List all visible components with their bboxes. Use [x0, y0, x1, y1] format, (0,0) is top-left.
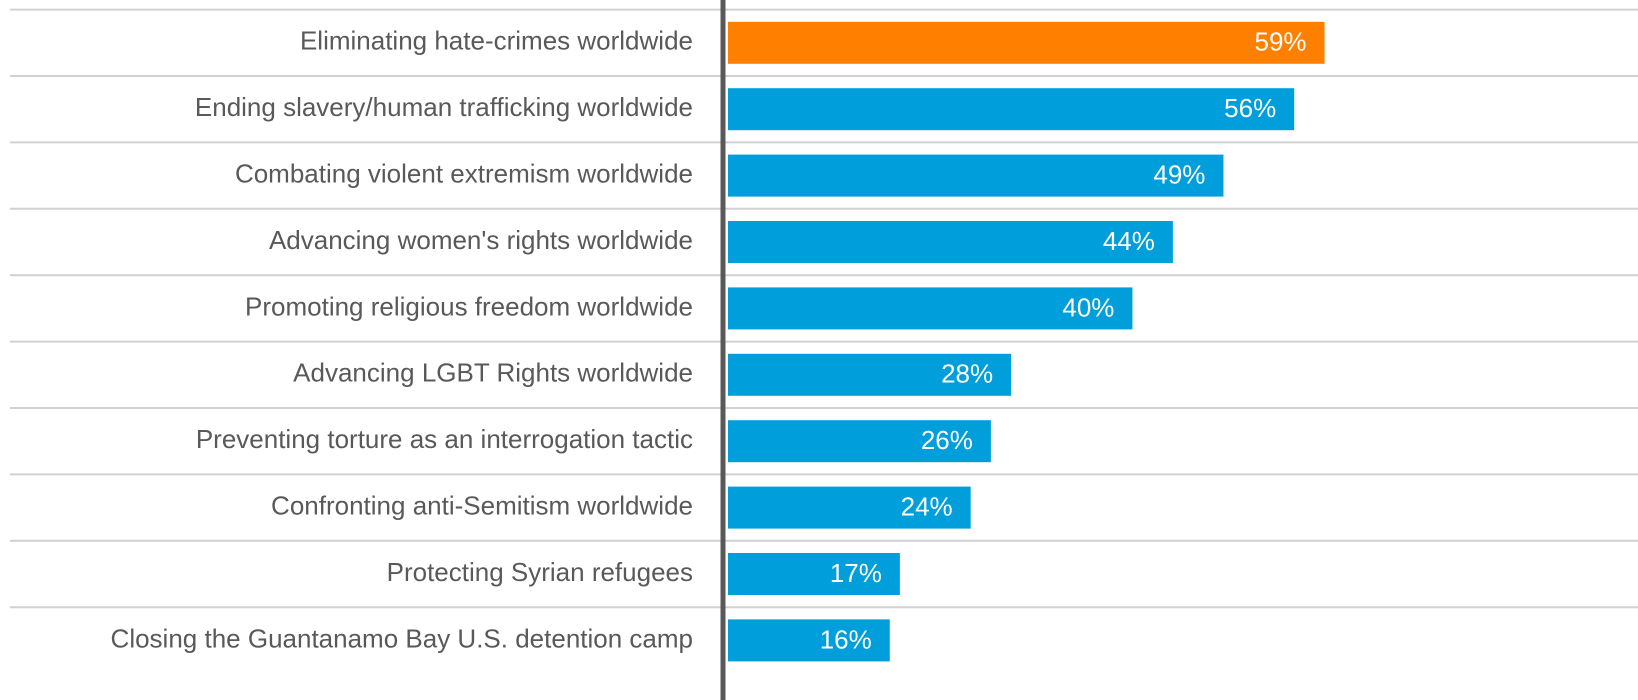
data-label: 44%	[1103, 226, 1155, 256]
category-label: Preventing torture as an interrogation t…	[196, 424, 693, 454]
data-label: 24%	[901, 491, 953, 521]
bar	[728, 88, 1295, 131]
bar	[728, 221, 1173, 263]
data-label: 28%	[941, 359, 993, 389]
data-label: 26%	[921, 425, 973, 455]
category-label: Advancing LGBT Rights worldwide	[293, 358, 693, 388]
bar	[728, 21, 1325, 64]
bar	[728, 353, 1012, 396]
category-label: Eliminating hate-crimes worldwide	[300, 26, 693, 56]
category-label: Promoting religious freedom worldwide	[245, 291, 693, 321]
bar	[728, 420, 991, 463]
data-label: 40%	[1062, 292, 1114, 322]
bar	[728, 486, 971, 529]
category-label: Protecting Syrian refugees	[387, 557, 693, 587]
category-label: Closing the Guantanamo Bay U.S. detentio…	[111, 623, 693, 653]
bar	[728, 287, 1133, 330]
data-label: 17%	[830, 558, 882, 588]
category-label: Combating violent extremism worldwide	[235, 158, 693, 188]
category-label: Ending slavery/human trafficking worldwi…	[195, 92, 693, 122]
data-label: 59%	[1255, 27, 1307, 57]
bar	[728, 619, 890, 662]
data-label: 56%	[1224, 93, 1276, 123]
bar	[728, 553, 900, 595]
data-label: 49%	[1153, 159, 1205, 189]
category-label: Confronting anti-Semitism worldwide	[271, 490, 693, 520]
bar	[728, 154, 1224, 197]
category-label: Advancing women's rights worldwide	[269, 225, 693, 255]
data-label: 16%	[820, 624, 872, 654]
